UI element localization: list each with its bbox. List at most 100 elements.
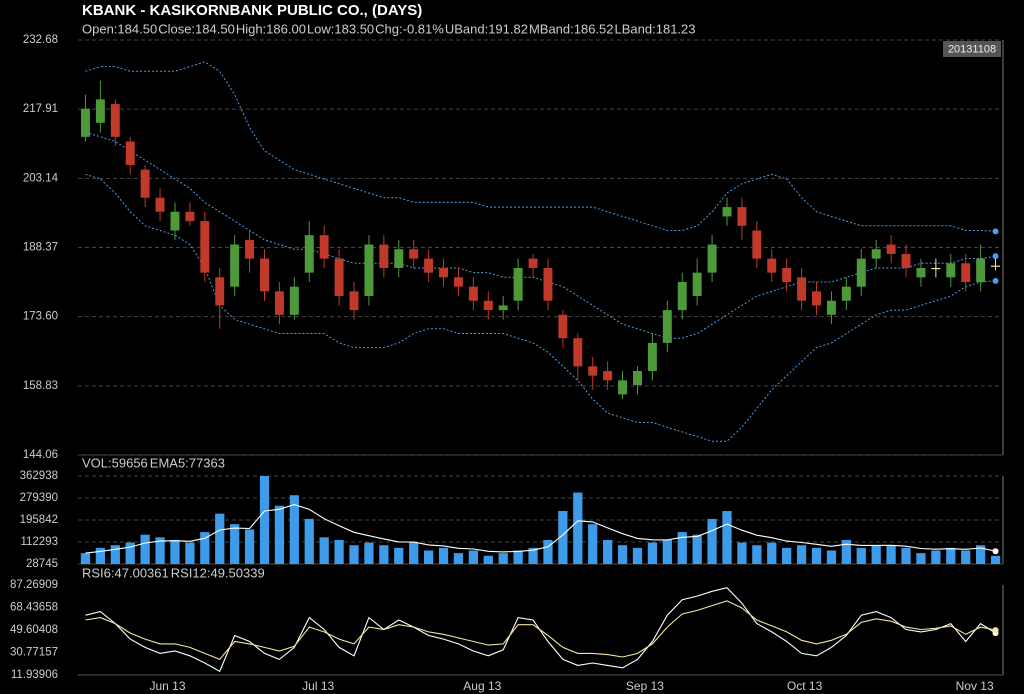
y-tick-label: 30.77157: [10, 647, 58, 659]
candle-body: [95, 99, 105, 123]
date-label: 20131108: [948, 43, 996, 55]
y-tick-label: 173.60: [23, 311, 58, 323]
candle-body: [498, 305, 508, 311]
y-tick-label: 11.93906: [11, 669, 58, 681]
volume-bar: [782, 547, 792, 564]
candle-body: [662, 310, 672, 343]
x-tick-label: Oct 13: [787, 679, 823, 693]
candle-body: [453, 277, 463, 287]
volume-bar: [409, 542, 419, 564]
chart-title: KBANK - KASIKORNBANK PUBLIC CO., (DAYS): [82, 2, 422, 19]
candle-body: [439, 267, 448, 278]
x-tick-label: Nov 13: [956, 679, 994, 693]
candle-body: [647, 342, 657, 371]
volume-bar: [826, 550, 837, 564]
candle-body: [871, 249, 881, 259]
candle-body: [916, 267, 926, 278]
end-dot: [992, 277, 999, 284]
volume-bar: [498, 553, 508, 564]
candle-body: [349, 291, 359, 311]
candle-body: [573, 338, 583, 367]
candle-body: [797, 277, 807, 301]
volume-bar: [230, 524, 240, 564]
candle-body: [364, 244, 374, 297]
y-tick-label: 158.83: [23, 380, 58, 392]
line-series: [85, 504, 996, 554]
readout: RSI12:49.50339: [171, 565, 265, 580]
volume-bar: [170, 539, 180, 564]
readout: MBand:186.52: [529, 21, 614, 36]
volume-bar: [856, 547, 866, 564]
volume-bar: [244, 529, 255, 564]
x-tick-label: Jun 13: [150, 679, 186, 693]
candle-body: [304, 235, 314, 273]
volume-bar: [931, 550, 941, 564]
candle-body: [856, 258, 866, 287]
volume-bar: [95, 547, 106, 564]
volume-bar: [185, 542, 195, 564]
y-tick-label: 28745: [26, 558, 58, 570]
candle-body: [274, 291, 284, 315]
candle-body: [200, 221, 210, 273]
candle-body: [841, 286, 851, 301]
candle-body: [528, 258, 538, 268]
volume-bar: [617, 545, 628, 564]
candle-body: [379, 244, 389, 268]
volume-bar: [558, 511, 568, 564]
volume-bar: [632, 547, 643, 564]
y-tick-label: 49.60408: [10, 624, 58, 636]
candle-body: [991, 265, 1001, 267]
candle-body: [901, 253, 911, 268]
y-tick-label: 217.91: [23, 103, 58, 115]
line-series: [85, 131, 996, 339]
candle-body: [677, 282, 687, 311]
candle-body: [483, 300, 493, 311]
volume-bar: [767, 542, 777, 564]
end-dot: [992, 548, 999, 555]
volume-bar: [916, 553, 926, 564]
volume-bar: [752, 545, 762, 564]
volume-bar: [364, 542, 374, 564]
candle-body: [692, 272, 702, 297]
readout: EMA5:77363: [150, 455, 225, 470]
candle-body: [961, 263, 971, 283]
volume-bar: [304, 518, 314, 564]
y-tick-label: 362938: [20, 470, 58, 482]
end-dot: [992, 228, 999, 235]
candle-body: [767, 258, 777, 273]
candle-body: [289, 286, 299, 315]
volume-bar: [707, 518, 717, 564]
volume-bar: [379, 545, 389, 564]
candle-body: [334, 258, 344, 297]
line-series: [85, 61, 996, 232]
volume-bar: [319, 537, 329, 564]
volume-bar: [677, 532, 687, 564]
volume-bar: [841, 539, 851, 564]
volume-bar: [603, 539, 613, 564]
volume-bar: [334, 539, 344, 564]
candle-body: [140, 169, 150, 198]
candle-body: [424, 258, 434, 273]
x-tick-label: Jul 13: [302, 679, 334, 693]
volume-bar: [871, 545, 881, 564]
line-series: [85, 173, 996, 442]
y-tick-label: 203.14: [23, 172, 59, 184]
x-tick-label: Aug 13: [463, 679, 501, 693]
candle-body: [588, 366, 598, 376]
volume-bar: [513, 550, 523, 564]
readout: LBand:181.23: [615, 21, 696, 36]
end-dot: [992, 253, 999, 260]
y-tick-label: 279390: [20, 492, 58, 504]
candle-body: [230, 244, 240, 287]
candle-body: [215, 277, 225, 306]
volume-bar: [722, 511, 732, 564]
volume-bar: [975, 545, 986, 564]
volume-bar: [737, 542, 747, 564]
candle-body: [170, 211, 180, 231]
volume-bar: [438, 547, 449, 564]
volume-bar: [961, 550, 971, 564]
readout: UBand:191.82: [445, 21, 528, 36]
candle-body: [782, 267, 792, 283]
volume-bar: [528, 547, 538, 564]
